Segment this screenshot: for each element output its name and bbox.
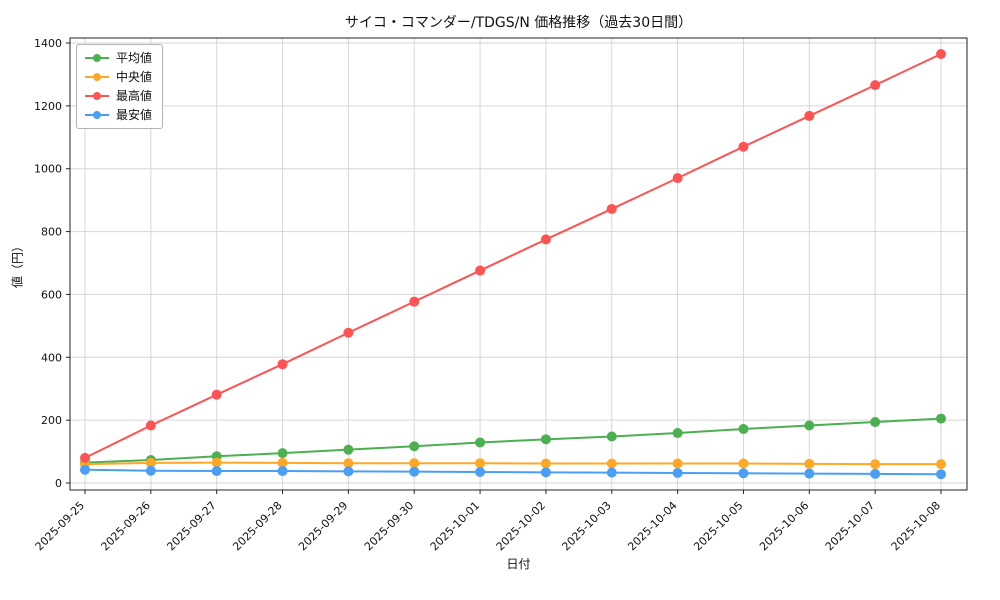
data-point-median (738, 458, 749, 469)
data-point-average (738, 423, 749, 434)
data-point-average (475, 437, 486, 448)
legend-marker-min-icon (85, 109, 109, 121)
series-line-median (84, 461, 941, 466)
legend-label-average: 平均値 (116, 51, 153, 65)
x-tick-label: 2025-09-29 (296, 499, 350, 553)
data-point-min (672, 467, 683, 478)
data-point-median (804, 458, 815, 469)
y-tick-label: 400 (41, 351, 62, 364)
data-point-median (870, 459, 881, 470)
data-point-min (409, 466, 420, 477)
data-point-max (277, 359, 288, 370)
data-point-min (738, 468, 749, 479)
legend-marker-average-icon (85, 52, 109, 64)
data-point-min (80, 464, 90, 475)
data-point-median (672, 458, 683, 469)
legend-label-max: 最高値 (116, 89, 153, 103)
data-point-max (540, 234, 551, 245)
legend-label-median: 中央値 (116, 70, 153, 84)
data-point-average (936, 413, 946, 424)
series-line-max (84, 53, 942, 459)
x-tick-label: 2025-09-28 (230, 499, 284, 553)
plot-border (69, 37, 968, 491)
series-line-min (84, 468, 942, 476)
data-point-max (672, 173, 683, 184)
legend: 平均値 中央値 最高値 最安値 (76, 44, 164, 129)
x-tick-label: 2025-10-03 (559, 499, 613, 553)
y-tick-label: 1000 (34, 163, 62, 176)
data-point-average (343, 444, 354, 455)
legend-marker-median-icon (85, 71, 109, 83)
data-point-min (475, 467, 486, 477)
x-tick-label: 2025-09-30 (362, 499, 416, 553)
y-tick-label: 600 (41, 288, 62, 301)
data-point-max (738, 141, 749, 152)
data-point-average (409, 441, 420, 452)
data-point-median (343, 458, 354, 469)
legend-item-max: 最高値 (85, 89, 152, 103)
data-point-min (606, 467, 617, 478)
legend-marker-max-icon (85, 90, 109, 102)
data-point-average (804, 420, 815, 431)
y-tick-label: 800 (41, 226, 62, 239)
data-point-median (475, 458, 486, 469)
data-point-median (145, 457, 156, 468)
data-point-min (343, 466, 354, 477)
x-tick-label: 2025-10-04 (625, 499, 679, 553)
y-tick-label: 1400 (34, 37, 62, 50)
data-point-average (540, 434, 551, 445)
data-point-max (409, 296, 420, 307)
x-axis-label: 日付 (506, 557, 531, 571)
data-point-max (80, 452, 90, 463)
chart-title: サイコ・コマンダー/TDGS/N 価格推移（過去30日間） (344, 15, 693, 31)
data-point-min (277, 466, 288, 477)
data-point-median (936, 459, 946, 470)
x-tick-label: 2025-10-05 (691, 499, 745, 553)
data-point-min (870, 468, 881, 479)
data-point-min (211, 466, 222, 477)
data-point-min (145, 465, 156, 476)
data-point-min (804, 468, 815, 479)
data-point-max (475, 265, 486, 276)
series-line-average (84, 417, 942, 464)
legend-label-min: 最安値 (116, 108, 153, 122)
data-point-max (804, 110, 815, 121)
data-point-median (211, 457, 222, 468)
x-tick-label: 2025-09-26 (99, 499, 153, 553)
data-point-median (540, 458, 551, 469)
y-tick-label: 200 (41, 414, 62, 427)
data-point-median (277, 457, 288, 468)
y-tick-label: 0 (55, 477, 62, 490)
legend-item-min: 最安値 (85, 108, 152, 122)
data-point-max (870, 80, 881, 91)
data-point-average (870, 417, 881, 428)
data-point-average (277, 448, 288, 459)
x-tick-label: 2025-09-25 (33, 499, 87, 553)
legend-item-average: 平均値 (85, 51, 152, 65)
legend-item-median: 中央値 (85, 70, 152, 84)
data-point-max (211, 389, 222, 400)
data-point-max (936, 49, 946, 59)
x-tick-label: 2025-10-06 (757, 499, 811, 553)
data-point-max (606, 203, 617, 214)
y-tick-label: 1200 (34, 100, 62, 113)
data-point-max (145, 420, 156, 431)
data-point-average (672, 428, 683, 439)
data-point-min (936, 469, 946, 480)
data-point-average (606, 431, 617, 442)
x-tick-label: 2025-10-01 (428, 499, 482, 553)
data-point-min (540, 467, 551, 478)
x-tick-label: 2025-10-07 (823, 499, 877, 553)
data-point-max (343, 327, 354, 338)
x-tick-label: 2025-10-02 (494, 499, 548, 553)
data-point-median (606, 458, 617, 469)
x-tick-label: 2025-10-08 (889, 499, 943, 553)
data-point-median (409, 458, 420, 469)
x-tick-label: 2025-09-27 (164, 499, 218, 553)
